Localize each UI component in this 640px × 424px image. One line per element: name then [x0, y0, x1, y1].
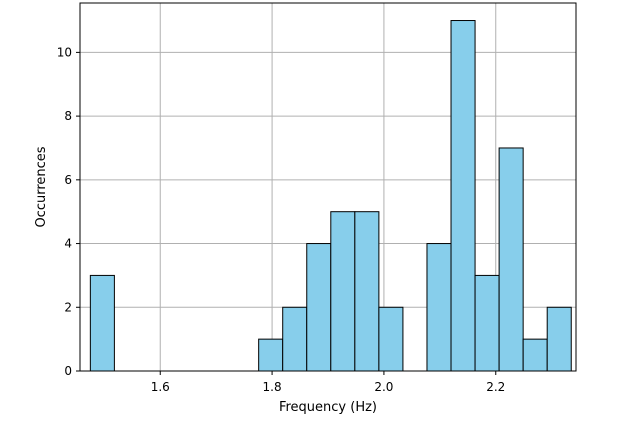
- x-tick-label: 2.2: [486, 380, 505, 394]
- histogram-bar: [330, 211, 356, 372]
- histogram-bar: [306, 243, 332, 372]
- x-tick-label: 1.8: [263, 380, 282, 394]
- y-axis-label: Occurrences: [34, 146, 49, 227]
- histogram-bar: [522, 338, 548, 372]
- y-tick-label: 6: [64, 173, 72, 187]
- histogram-bar: [282, 306, 308, 372]
- histogram-bar: [258, 338, 284, 372]
- histogram-bar: [426, 243, 452, 372]
- axis-ticks: 1.6 1.8 2.0 2.2 0 2 4 6 8 10: [57, 45, 506, 394]
- histogram-bar: [474, 274, 500, 372]
- histogram-bar: [378, 306, 404, 372]
- x-tick-label: 2.0: [374, 380, 393, 394]
- x-axis-label: Frequency (Hz): [279, 400, 377, 415]
- y-tick-label: 8: [64, 109, 72, 123]
- y-tick-label: 0: [64, 364, 72, 378]
- y-tick-label: 2: [64, 300, 72, 314]
- histogram-bar: [546, 306, 572, 372]
- histogram-bar: [450, 20, 476, 372]
- x-tick-label: 1.6: [151, 380, 170, 394]
- histogram-bar: [498, 147, 524, 372]
- histogram-bar: [89, 274, 115, 372]
- y-tick-label: 4: [64, 237, 72, 251]
- y-tick-label: 10: [57, 45, 72, 59]
- axes-frame: [79, 2, 577, 372]
- bars: [89, 20, 572, 372]
- histogram-bar: [354, 211, 380, 372]
